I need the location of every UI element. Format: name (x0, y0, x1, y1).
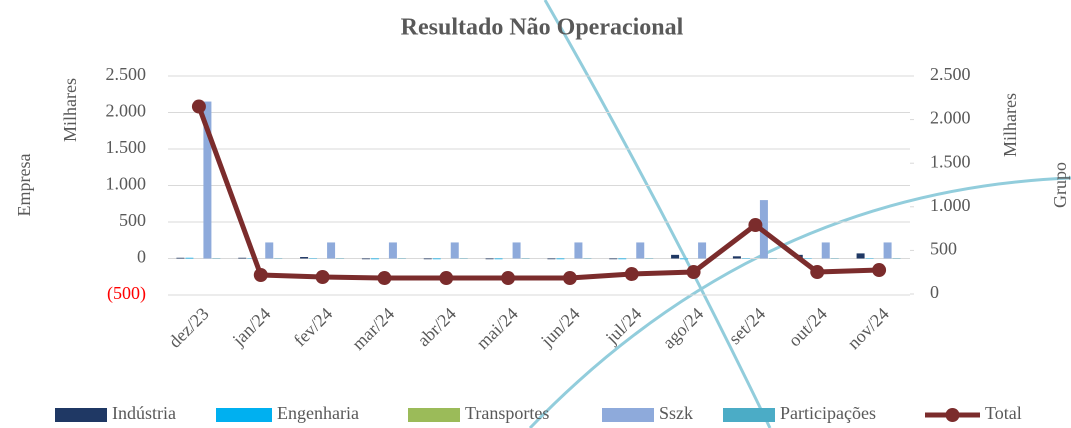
legend-label: Sszk (659, 403, 693, 423)
x-tick-label: jul/24 (601, 304, 646, 349)
legend-swatch (55, 408, 107, 422)
bar (883, 242, 892, 259)
line-marker (748, 218, 763, 233)
x-tick-label: mai/24 (472, 304, 521, 353)
bar (680, 258, 689, 260)
bar (423, 258, 432, 260)
y-tick-label: 2.000 (106, 101, 147, 121)
x-tick-label: fev/24 (290, 304, 337, 351)
chart-title: Resultado Não Operacional (401, 15, 684, 41)
x-tick-label: jan/24 (228, 304, 275, 351)
bar (388, 242, 397, 259)
legend-label: Engenharia (277, 403, 359, 423)
line-marker (872, 263, 887, 278)
bar (698, 242, 707, 259)
legend-swatch (216, 408, 272, 422)
y-axis-unit: Milhares (60, 78, 80, 142)
bar (609, 258, 618, 260)
y2-tick-label: 2.500 (930, 64, 971, 84)
x-tick-label: mar/24 (348, 304, 398, 354)
line-marker (686, 265, 701, 280)
legend-label: Indústria (112, 403, 176, 423)
y-tick-label: 2.500 (106, 64, 147, 84)
bar (450, 242, 459, 259)
legend-label: Participações (780, 403, 876, 423)
y2-tick-label: 500 (930, 239, 957, 259)
y-axis-title: Empresa (14, 154, 34, 217)
line-marker (624, 267, 639, 282)
y2-axis-unit: Milhares (1000, 93, 1020, 157)
x-tick-label: abr/24 (413, 304, 460, 351)
bar (361, 258, 370, 260)
bar (821, 242, 830, 259)
y-tick-label: (500) (107, 283, 146, 304)
y-tick-label: 500 (119, 210, 146, 230)
legend-label: Total (985, 403, 1022, 423)
legend-swatch (723, 408, 775, 422)
line-marker (253, 267, 268, 282)
legend-swatch (408, 408, 460, 422)
x-tick-label: out/24 (784, 304, 831, 351)
bar (432, 258, 441, 260)
bar (856, 253, 865, 259)
bar (238, 257, 247, 259)
decor-arc (543, 0, 772, 428)
y2-tick-label: 0 (930, 282, 939, 302)
bar (203, 101, 212, 259)
line-marker (439, 271, 454, 286)
line (196, 105, 880, 281)
bar (618, 258, 627, 260)
bar (512, 242, 521, 259)
x-tick-label: jun/24 (536, 304, 583, 351)
decor-arc (528, 176, 1071, 428)
bar (185, 257, 194, 259)
bar (556, 258, 565, 260)
x-tick-label: dez/23 (165, 304, 213, 352)
x-tick-label: nov/24 (843, 304, 893, 354)
legend-label: Transportes (465, 403, 549, 423)
bar (636, 242, 645, 259)
y-tick-label: 1.500 (106, 137, 147, 157)
legend-swatch (945, 408, 960, 422)
bar (300, 257, 309, 259)
line-marker (377, 271, 392, 286)
y2-tick-label: 2.000 (930, 108, 971, 128)
line-marker (191, 99, 206, 114)
x-tick-label: set/24 (725, 304, 770, 349)
y2-tick-label: 1.500 (930, 151, 971, 171)
y2-tick-label: 1.000 (930, 195, 971, 215)
bar (494, 258, 503, 260)
bar (485, 258, 494, 260)
y-tick-label: 0 (137, 247, 146, 267)
bar (265, 242, 274, 259)
y2-axis-title: Grupo (1050, 162, 1070, 208)
y-tick-label: 1.000 (106, 174, 147, 194)
bar (574, 242, 583, 259)
bar (732, 256, 741, 259)
bar (547, 258, 556, 260)
line-marker (562, 271, 577, 286)
bar (176, 257, 185, 259)
line-marker (810, 265, 825, 280)
line-marker (315, 269, 330, 284)
bar (370, 258, 379, 260)
legend-swatch (602, 408, 654, 422)
bar (327, 242, 336, 259)
bar (671, 254, 680, 259)
line-marker (501, 271, 516, 286)
